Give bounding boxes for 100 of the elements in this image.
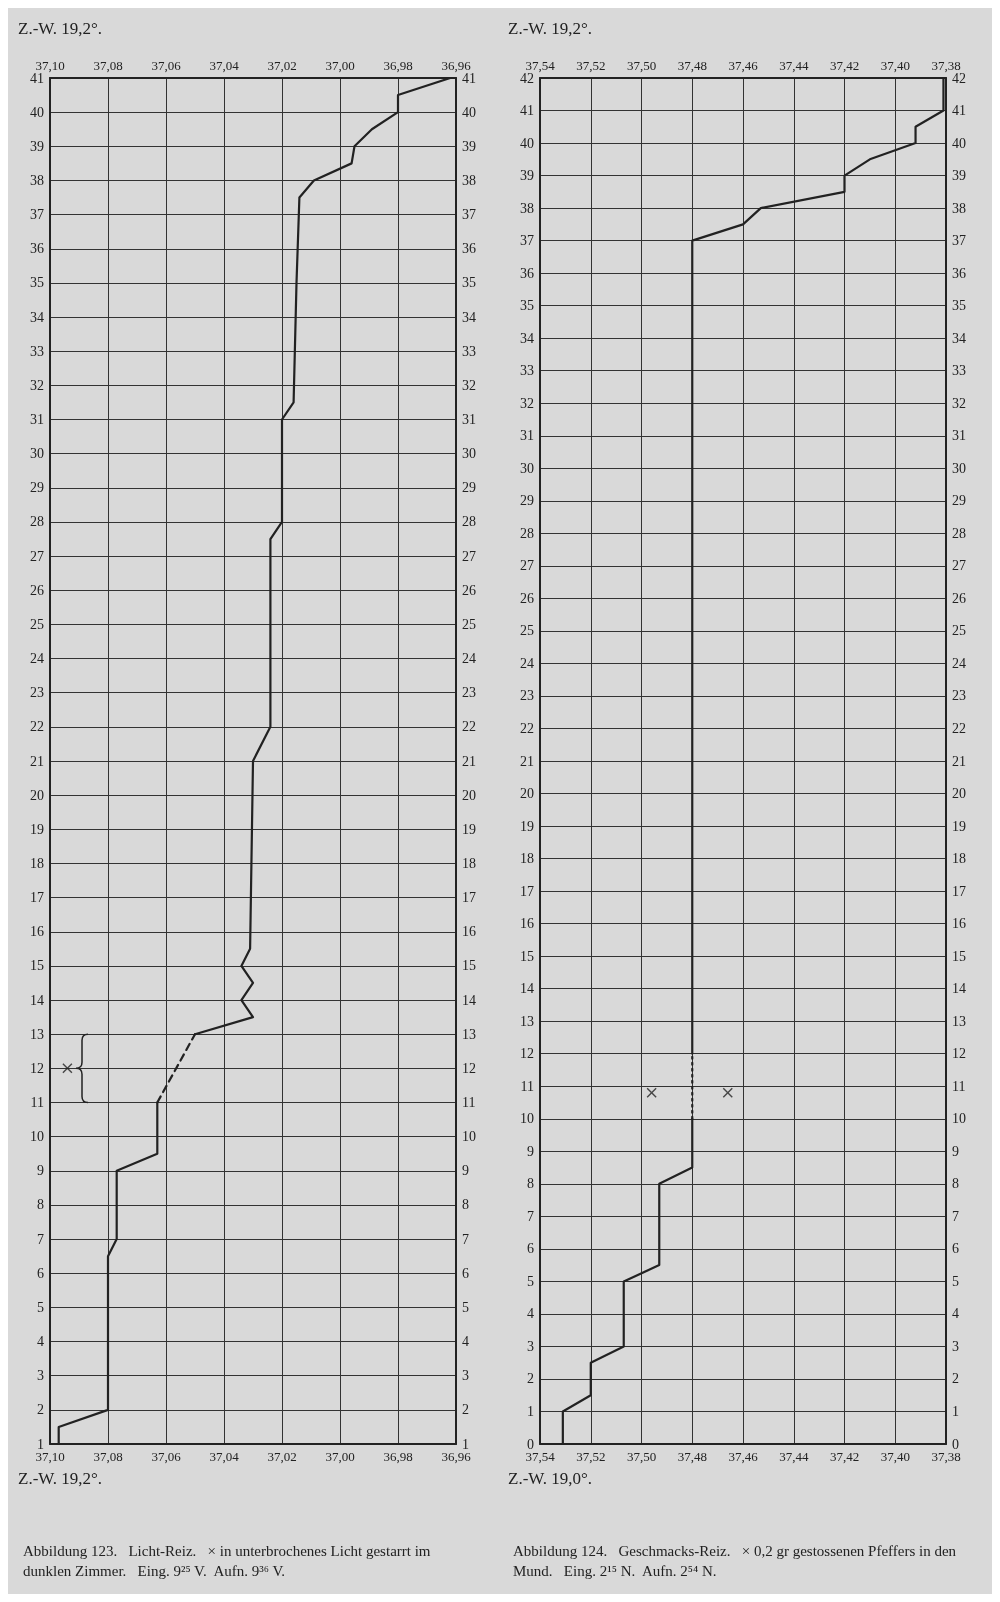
y2-tick-label: 38 [952, 200, 966, 216]
text: Z.-W. 19,0°. [508, 1469, 593, 1488]
y-tick-label: 16 [520, 916, 534, 932]
y-tick-label: 14 [30, 992, 44, 1008]
y-tick-label: 23 [30, 685, 44, 701]
x2-tick-label: 37,38 [931, 58, 961, 73]
y-tick-label: 6 [527, 1241, 534, 1257]
x2-tick-label: 37,44 [779, 58, 809, 73]
y-tick-label: 15 [520, 948, 534, 964]
y-tick-label: 36 [30, 241, 44, 257]
y-tick-label: 5 [37, 1299, 44, 1315]
y2-tick-label: 11 [462, 1095, 476, 1110]
y-tick-label: 27 [30, 548, 44, 564]
y-tick-label: 30 [520, 460, 534, 476]
y2-tick-label: 30 [462, 446, 476, 462]
x2-tick-label: 37,52 [576, 58, 606, 73]
x2-tick-label: 36,98 [383, 58, 413, 73]
y-tick-label: 13 [30, 1026, 44, 1042]
y2-tick-label: 1 [462, 1436, 469, 1452]
y2-tick-label: 10 [952, 1111, 966, 1127]
y-tick-label: 29 [30, 480, 44, 496]
y-tick-label: 21 [520, 753, 534, 769]
y2-tick-label: 32 [462, 377, 476, 393]
x-tick-label: 37,08 [93, 1449, 123, 1464]
y-tick-label: 36 [520, 265, 534, 281]
y-tick-label: 22 [30, 719, 44, 735]
x-tick-label: 37,10 [35, 1449, 65, 1464]
y-tick-label: 17 [30, 890, 44, 906]
y-tick-label: 37 [30, 207, 44, 223]
y2-tick-label: 23 [952, 688, 966, 704]
y-tick-label: 16 [30, 924, 44, 940]
y2-tick-label: 37 [952, 233, 966, 249]
y2-tick-label: 34 [952, 330, 966, 346]
y2-tick-label: 35 [462, 275, 476, 291]
y2-tick-label: 41 [462, 70, 476, 86]
y2-tick-label: 8 [462, 1197, 469, 1213]
y-tick-label: 31 [30, 412, 44, 427]
y2-tick-label: 31 [952, 428, 966, 444]
y2-tick-label: 16 [462, 924, 476, 940]
y2-tick-label: 40 [462, 104, 476, 120]
x2-tick-label: 37,06 [151, 58, 182, 73]
y-tick-label: 32 [30, 377, 44, 393]
y-tick-label: 27 [520, 558, 534, 574]
x-tick-label: 37,02 [267, 1449, 297, 1464]
y-tick-label: 14 [520, 981, 534, 997]
y-tick-label: 38 [30, 172, 44, 188]
y-tick-label: 32 [520, 395, 534, 411]
y2-tick-label: 8 [952, 1176, 959, 1192]
y2-tick-label: 18 [952, 851, 966, 867]
y2-tick-label: 7 [952, 1208, 959, 1224]
y2-tick-label: 14 [462, 992, 476, 1008]
x2-tick-label: 37,42 [829, 58, 860, 73]
x2-tick-label: 37,10 [35, 58, 65, 73]
y2-tick-label: 16 [952, 916, 966, 932]
y2-tick-label: 20 [462, 787, 476, 803]
x-tick-label: 37,54 [525, 1449, 556, 1464]
y2-tick-label: 25 [952, 623, 966, 639]
y-tick-label: 38 [520, 200, 534, 216]
y2-tick-label: 9 [462, 1163, 469, 1179]
y2-tick-label: 29 [952, 493, 966, 509]
y-tick-label: 6 [37, 1265, 44, 1281]
x-tick-label: 37,46 [728, 1449, 759, 1464]
y2-tick-label: 31 [462, 412, 476, 427]
y2-tick-label: 26 [462, 582, 476, 598]
y-tick-label: 31 [520, 428, 534, 444]
y-tick-label: 2 [527, 1371, 534, 1387]
y-tick-label: 21 [30, 753, 44, 769]
y2-tick-label: 37 [462, 207, 476, 223]
x2-tick-label: 37,08 [93, 58, 123, 73]
x-tick-label: 37,42 [829, 1449, 860, 1464]
y-tick-label: 34 [520, 330, 534, 346]
y2-tick-label: 41 [952, 103, 966, 119]
y2-tick-label: 4 [952, 1306, 959, 1322]
y-tick-label: 12 [30, 1060, 44, 1076]
y2-tick-label: 2 [462, 1402, 469, 1418]
text: Abbildung 124. Geschmacks-Reiz. × 0,2 gr gestossenen Pfeffers in den Mund. Eing. 2¹⁵ N. Aufn. 2⁵⁴ N. [513, 1543, 960, 1579]
y-tick-label: 24 [30, 651, 44, 667]
y2-tick-label: 24 [952, 655, 966, 671]
x2-tick-label: 36,96 [441, 58, 472, 73]
y2-tick-label: 2 [952, 1371, 959, 1387]
y2-tick-label: 4 [462, 1334, 469, 1350]
y2-tick-label: 25 [462, 616, 476, 632]
y2-tick-label: 27 [462, 548, 476, 564]
y-tick-label: 3 [37, 1368, 44, 1384]
x-tick-label: 37,40 [880, 1449, 910, 1464]
y-tick-label: 33 [30, 343, 44, 359]
y2-tick-label: 19 [952, 818, 966, 834]
y-tick-label: 18 [520, 851, 534, 867]
y2-tick-label: 23 [462, 685, 476, 701]
y2-tick-label: 33 [462, 343, 476, 359]
y2-tick-label: 5 [462, 1299, 469, 1315]
y2-tick-label: 38 [462, 172, 476, 188]
y-tick-label: 5 [527, 1273, 534, 1289]
y-tick-label: 30 [30, 446, 44, 462]
y-tick-label: 25 [30, 616, 44, 632]
y2-tick-label: 42 [952, 70, 966, 86]
y-tick-label: 37 [520, 233, 534, 249]
y-tick-label: 4 [37, 1334, 44, 1350]
y2-tick-label: 1 [952, 1403, 959, 1419]
x2-tick-label: 37,54 [525, 58, 556, 73]
